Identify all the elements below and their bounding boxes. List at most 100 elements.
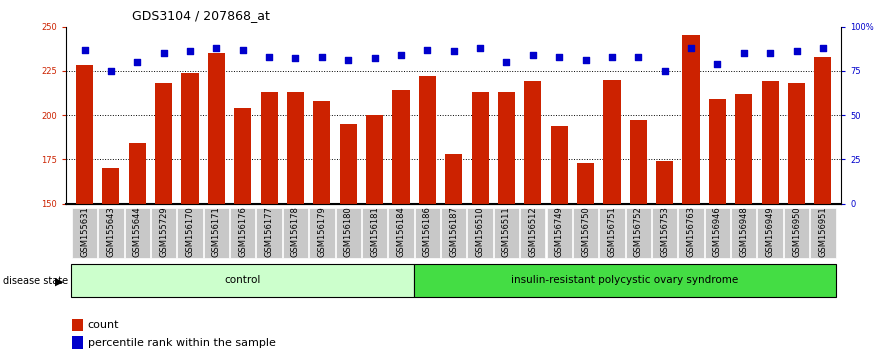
FancyBboxPatch shape [652, 207, 677, 258]
FancyBboxPatch shape [151, 207, 176, 258]
FancyBboxPatch shape [784, 207, 809, 258]
Text: GSM156950: GSM156950 [792, 206, 801, 257]
Text: GSM156177: GSM156177 [264, 206, 274, 257]
Text: GDS3104 / 207868_at: GDS3104 / 207868_at [132, 9, 270, 22]
FancyBboxPatch shape [520, 207, 545, 258]
Text: insulin-resistant polycystic ovary syndrome: insulin-resistant polycystic ovary syndr… [512, 275, 739, 285]
Bar [630, 120, 647, 204]
Text: GSM156751: GSM156751 [607, 206, 617, 257]
Bar [445, 154, 463, 204]
Bar [761, 81, 779, 204]
Bar [551, 126, 567, 204]
Text: GSM156184: GSM156184 [396, 206, 405, 257]
Bar [287, 92, 304, 204]
Bar [788, 83, 805, 204]
FancyBboxPatch shape [124, 207, 150, 258]
Text: GSM156512: GSM156512 [529, 206, 537, 257]
Text: GSM155631: GSM155631 [80, 206, 89, 257]
Bar [577, 163, 594, 204]
Text: GSM156170: GSM156170 [186, 206, 195, 257]
FancyBboxPatch shape [336, 207, 361, 258]
Text: ▶: ▶ [55, 276, 63, 286]
FancyBboxPatch shape [204, 207, 229, 258]
Bar [736, 94, 752, 204]
Text: percentile rank within the sample: percentile rank within the sample [88, 338, 276, 348]
Text: GSM156176: GSM156176 [238, 206, 248, 257]
Point [657, 68, 671, 74]
Text: GSM156510: GSM156510 [476, 206, 485, 257]
Point [78, 47, 92, 52]
FancyBboxPatch shape [72, 207, 97, 258]
Point [157, 50, 171, 56]
Text: GSM156750: GSM156750 [581, 206, 590, 257]
Bar [418, 76, 436, 204]
Point [315, 54, 329, 59]
Point [605, 54, 619, 59]
FancyBboxPatch shape [230, 207, 255, 258]
FancyBboxPatch shape [626, 207, 651, 258]
Text: GSM156951: GSM156951 [818, 206, 827, 257]
Text: GSM156171: GSM156171 [212, 206, 221, 257]
FancyBboxPatch shape [811, 207, 835, 258]
Point [288, 56, 302, 61]
Point [420, 47, 434, 52]
FancyBboxPatch shape [414, 264, 836, 297]
Point [763, 50, 777, 56]
Text: GSM155644: GSM155644 [133, 206, 142, 257]
Point [500, 59, 514, 65]
Point [737, 50, 751, 56]
Text: GSM156752: GSM156752 [633, 206, 643, 257]
Bar [155, 83, 172, 204]
Bar [72, 319, 83, 331]
Bar [340, 124, 357, 204]
FancyBboxPatch shape [177, 207, 203, 258]
FancyBboxPatch shape [546, 207, 572, 258]
FancyBboxPatch shape [468, 207, 492, 258]
Text: GSM156749: GSM156749 [555, 206, 564, 257]
FancyBboxPatch shape [309, 207, 335, 258]
Bar [709, 99, 726, 204]
Point [632, 54, 646, 59]
Text: control: control [225, 275, 261, 285]
Point [262, 54, 276, 59]
Text: GSM156178: GSM156178 [291, 206, 300, 257]
Text: GSM156511: GSM156511 [502, 206, 511, 257]
FancyBboxPatch shape [441, 207, 466, 258]
Bar [656, 161, 673, 204]
FancyBboxPatch shape [573, 207, 598, 258]
Text: GSM156187: GSM156187 [449, 206, 458, 257]
FancyBboxPatch shape [705, 207, 730, 258]
Point [526, 52, 540, 58]
Point [236, 47, 250, 52]
Bar [392, 90, 410, 204]
Bar [234, 108, 251, 204]
Bar [366, 115, 383, 204]
FancyBboxPatch shape [415, 207, 440, 258]
Point [183, 48, 197, 54]
Point [447, 48, 461, 54]
Bar [102, 168, 120, 204]
Point [684, 45, 698, 51]
Bar [72, 336, 83, 349]
Text: GSM156948: GSM156948 [739, 206, 748, 257]
Text: GSM156180: GSM156180 [344, 206, 352, 257]
Point [552, 54, 566, 59]
Text: GSM156946: GSM156946 [713, 206, 722, 257]
Text: GSM156753: GSM156753 [660, 206, 670, 257]
Bar [471, 92, 489, 204]
Text: count: count [88, 320, 119, 330]
FancyBboxPatch shape [71, 264, 414, 297]
Text: GSM156181: GSM156181 [370, 206, 379, 257]
Bar [314, 101, 330, 204]
Text: GSM156186: GSM156186 [423, 206, 432, 257]
FancyBboxPatch shape [493, 207, 519, 258]
Bar [76, 65, 93, 204]
Bar [603, 80, 620, 204]
Text: GSM156763: GSM156763 [686, 206, 695, 257]
Text: GSM155729: GSM155729 [159, 206, 168, 257]
Point [104, 68, 118, 74]
Bar [208, 53, 225, 204]
Text: GSM156179: GSM156179 [317, 206, 326, 257]
Point [130, 59, 144, 65]
Bar [814, 57, 832, 204]
